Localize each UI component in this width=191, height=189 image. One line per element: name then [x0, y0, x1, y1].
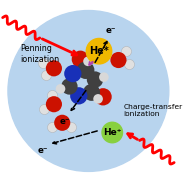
- Point: [87, 60, 90, 63]
- Text: e⁻: e⁻: [105, 26, 116, 35]
- Point: [69, 125, 72, 128]
- Point: [42, 108, 45, 111]
- Circle shape: [102, 122, 122, 143]
- Point: [44, 73, 47, 76]
- Text: e⁻: e⁻: [38, 146, 49, 155]
- Point: [102, 95, 105, 98]
- Point: [79, 58, 82, 61]
- Text: Charge-transfer
ionization: Charge-transfer ionization: [124, 104, 183, 117]
- Point: [124, 50, 127, 53]
- Point: [52, 67, 55, 70]
- Point: [68, 85, 71, 88]
- Point: [61, 121, 64, 124]
- Point: [93, 78, 96, 81]
- Point: [102, 76, 105, 79]
- Point: [42, 62, 45, 65]
- Circle shape: [86, 38, 112, 64]
- Text: He*: He*: [89, 46, 109, 56]
- Point: [127, 63, 130, 66]
- Point: [97, 97, 100, 100]
- Point: [71, 72, 74, 75]
- Point: [59, 87, 62, 90]
- Point: [77, 94, 80, 97]
- Point: [84, 69, 87, 72]
- Circle shape: [8, 11, 169, 171]
- Point: [51, 94, 54, 97]
- Point: [117, 59, 120, 62]
- Text: Penning
ionization: Penning ionization: [20, 44, 59, 64]
- Point: [52, 103, 55, 106]
- Text: He⁺: He⁺: [103, 128, 121, 137]
- Text: e⁻: e⁻: [59, 117, 70, 126]
- Point: [50, 125, 53, 128]
- Point: [90, 91, 93, 94]
